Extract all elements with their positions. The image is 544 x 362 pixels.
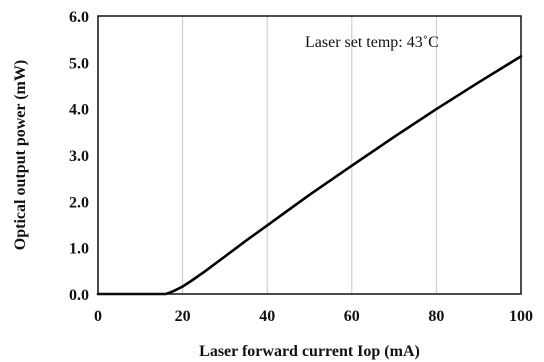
y-tick-label: 2.0 (69, 194, 89, 211)
x-tick-label: 100 (509, 308, 533, 325)
y-tick-labels: 0.0 1.0 2.0 3.0 4.0 5.0 6.0 (69, 9, 89, 304)
y-tick-label: 4.0 (69, 102, 89, 119)
x-tick-label: 0 (94, 308, 102, 325)
temperature-annotation: Laser set temp: 43˚C (305, 34, 439, 51)
x-tick-label: 60 (344, 308, 360, 325)
x-tick-label: 40 (259, 308, 275, 325)
x-axis-label: Laser forward current Iop (mA) (199, 343, 420, 360)
y-tick-label: 0.0 (69, 287, 89, 304)
y-tick-label: 6.0 (69, 9, 89, 26)
series-line (96, 55, 523, 296)
x-tick-label: 80 (428, 308, 444, 325)
grid-layer (182, 16, 437, 294)
y-axis-label: Optical output power (mW) (12, 60, 29, 250)
x-tick-label: 20 (175, 308, 191, 325)
y-tick-label: 5.0 (69, 55, 89, 72)
plot-frame (97, 15, 522, 295)
y-tick-label: 3.0 (69, 148, 89, 165)
y-tick-label: 1.0 (69, 241, 89, 258)
x-tick-labels: 0 20 40 60 80 100 (94, 308, 533, 325)
